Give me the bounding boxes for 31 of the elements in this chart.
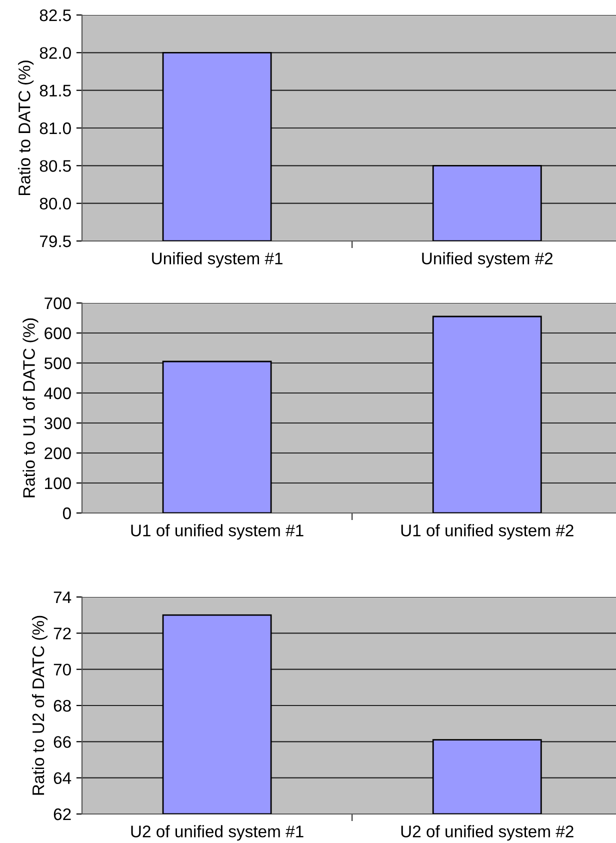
y-tick-label: 80.5 (40, 160, 71, 172)
y-tick-label: 64 (54, 772, 72, 784)
y-tick-label: 100 (45, 477, 71, 490)
y-tick-label: 74 (54, 592, 72, 604)
y-tick-label: 500 (44, 357, 71, 370)
y-tick-label: 70 (54, 664, 71, 676)
y-tick-label: 66 (54, 736, 71, 748)
y-tick-label: 200 (44, 447, 71, 460)
y-tick-label: 700 (44, 297, 71, 310)
y-tick-label: 82.5 (40, 9, 71, 22)
x-tick-label: U2 of unified system #1 (131, 825, 304, 841)
x-tick-label: Unified system #1 (152, 252, 282, 268)
y-tick-label: 80.0 (40, 198, 71, 210)
x-tick-label: U1 of unified system #1 (131, 524, 304, 540)
y-tick-label: 62 (54, 808, 71, 820)
x-tick-label: U2 of unified system #2 (401, 825, 574, 841)
y-tick-label: 72 (54, 628, 71, 640)
x-tick-label: U1 of unified system #2 (401, 524, 574, 540)
y-tick-label: 600 (44, 327, 71, 340)
y-tick-label: 82.0 (40, 47, 71, 59)
y-tick-label: 400 (44, 387, 71, 400)
y-axis-title: Ratio to DATC (%) (18, 60, 34, 196)
y-tick-label: 300 (44, 417, 71, 430)
y-axis-title: Ratio to U1 of DATC (%) (22, 318, 38, 498)
y-tick-label: 68 (54, 700, 71, 712)
x-tick-label: Unified system #2 (422, 252, 553, 268)
y-tick-label: 79.5 (40, 235, 71, 248)
y-axis-title: Ratio to U2 of DATC (%) (32, 616, 48, 795)
y-tick-label: 81.5 (40, 84, 71, 97)
y-tick-label: 0 (62, 507, 71, 520)
y-tick-label: 81.0 (40, 122, 71, 134)
